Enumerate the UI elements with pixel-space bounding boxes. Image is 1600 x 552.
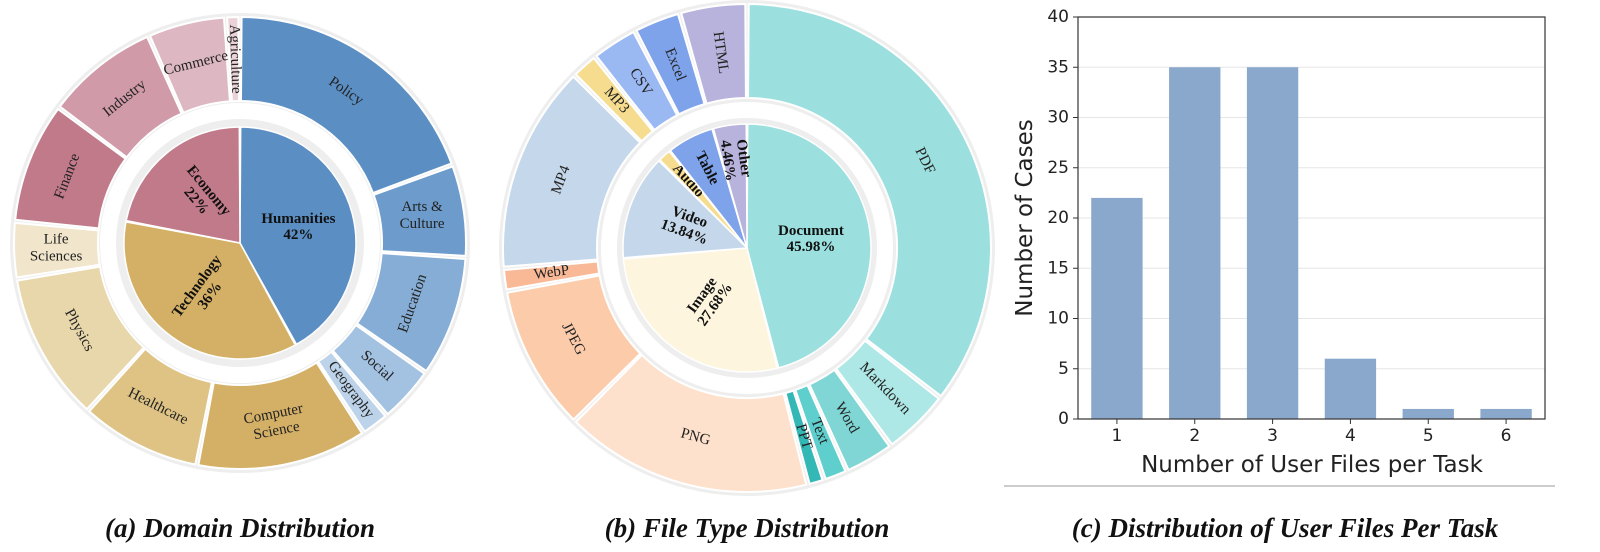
- outer-label-agriculture: Agriculture: [226, 24, 244, 94]
- outer-slice-healthcare: [87, 347, 214, 466]
- y-tick-label: 20: [1047, 208, 1069, 228]
- inner-slice-document: [746, 123, 872, 369]
- inner-slice-economy: [125, 126, 241, 244]
- outer-slice-markdown: [834, 339, 941, 446]
- outer-slice-policy: [239, 15, 453, 195]
- outer-slice-industry: [58, 35, 183, 159]
- inner-label-humanities: Humanities 42%: [261, 211, 335, 243]
- outer-slice-agriculture: [226, 15, 241, 103]
- x-axis-ticks: 1 2 3 4 5 6: [1112, 419, 1512, 446]
- outer-slice-word: [808, 368, 891, 472]
- outer-slice-life-sciences: [13, 221, 101, 279]
- grid: [1078, 16, 1545, 420]
- y-tick-label: 25: [1047, 158, 1069, 178]
- inner-slice-audio: [658, 150, 748, 249]
- outer-label-arts-culture: Arts & Culture: [400, 199, 445, 232]
- outer-slice-physics: [16, 265, 146, 411]
- caption-a: (a) Domain Distribution: [105, 513, 375, 543]
- inner-label-other: Other4.46%: [716, 137, 753, 182]
- caption-b: (b) File Type Distribution: [605, 513, 890, 543]
- y-tick-label: 30: [1047, 108, 1069, 128]
- inner-slice-humanities: [239, 126, 357, 346]
- user-files-bar-chart: 0 5 10 15 20 25 30 35 40 1 2 3 4 5 6 Number of User F…: [1004, 7, 1555, 543]
- x-axis-title: Number of User Files per Task: [1141, 452, 1484, 478]
- outer-slice-csv: [595, 30, 679, 132]
- outer-label-html: HTML: [709, 31, 731, 75]
- inner-pie: Document 45.98%Image27.68%Video13.84%Audi…: [622, 123, 872, 373]
- bar-5: [1402, 408, 1454, 419]
- x-tick-label: 2: [1189, 426, 1200, 446]
- outer-slice-html: [679, 2, 747, 105]
- x-tick-label: 3: [1267, 426, 1278, 446]
- y-tick-label: 40: [1047, 7, 1069, 27]
- outer-slice-computer-science: [197, 361, 364, 470]
- file-type-distribution-chart: PDFMarkdownWordTextPPTPNGJPEGWebPMP4MP3C…: [499, 0, 995, 543]
- bar-2: [1169, 67, 1221, 419]
- x-tick-label: 4: [1345, 426, 1356, 446]
- y-tick-label: 10: [1047, 309, 1069, 329]
- bar-6: [1480, 408, 1532, 419]
- outer-slice-excel: [635, 12, 706, 116]
- outer-slice-mp3: [574, 56, 655, 143]
- outer-slice-social: [331, 323, 426, 416]
- outer-slice-webp: [502, 260, 601, 291]
- bar-3: [1246, 67, 1299, 419]
- outer-slice-commerce: [148, 16, 231, 115]
- outer-label-png: PNG: [679, 426, 712, 449]
- outer-slice-pdf: [747, 2, 992, 398]
- outer-slice-png: [574, 353, 808, 493]
- bar-1: [1091, 197, 1143, 419]
- x-tick-label: 6: [1501, 426, 1512, 446]
- x-tick-label: 1: [1112, 426, 1123, 446]
- y-tick-label: 5: [1058, 359, 1069, 379]
- y-axis-ticks: 0 5 10 15 20 25 30 35 40: [1047, 7, 1078, 429]
- outer-slice-mp4: [502, 75, 642, 268]
- outer-label-ppt: PPT: [792, 422, 815, 451]
- x-tick-label: 5: [1423, 426, 1434, 446]
- bar-4: [1324, 358, 1377, 419]
- outer-label-life-sciences: Life Sciences: [30, 232, 83, 265]
- outer-slice-ppt: [784, 389, 824, 486]
- outer-ring: PDFMarkdownWordTextPPTPNGJPEGWebPMP4MP3C…: [502, 2, 992, 493]
- y-axis-title: Number of Cases: [1012, 119, 1038, 316]
- inner-slice-table: [669, 128, 748, 249]
- outer-slice-arts-culture: [372, 165, 467, 257]
- inner-slice-technology: [123, 221, 297, 360]
- outer-label-webp: WebP: [533, 263, 570, 283]
- outer-slice-jpeg: [505, 274, 642, 422]
- outer-slice-text: [794, 383, 847, 481]
- caption-c: (c) Distribution of User Files Per Task: [1072, 513, 1499, 543]
- outer-slice-geography: [316, 350, 387, 433]
- outer-slice-finance: [14, 107, 128, 230]
- inner-slice-other: [712, 123, 748, 249]
- inner-slice-image: [622, 247, 779, 373]
- outer-slice-education: [355, 252, 467, 373]
- y-tick-label: 15: [1047, 258, 1069, 278]
- inner-label-document: Document 45.98%: [778, 223, 844, 255]
- y-tick-label: 0: [1058, 409, 1069, 429]
- y-tick-label: 35: [1047, 57, 1069, 77]
- bars: [1091, 67, 1532, 419]
- inner-slice-video: [622, 159, 749, 259]
- inner-pie: Humanities 42%Technology36%Economy22%: [123, 126, 357, 360]
